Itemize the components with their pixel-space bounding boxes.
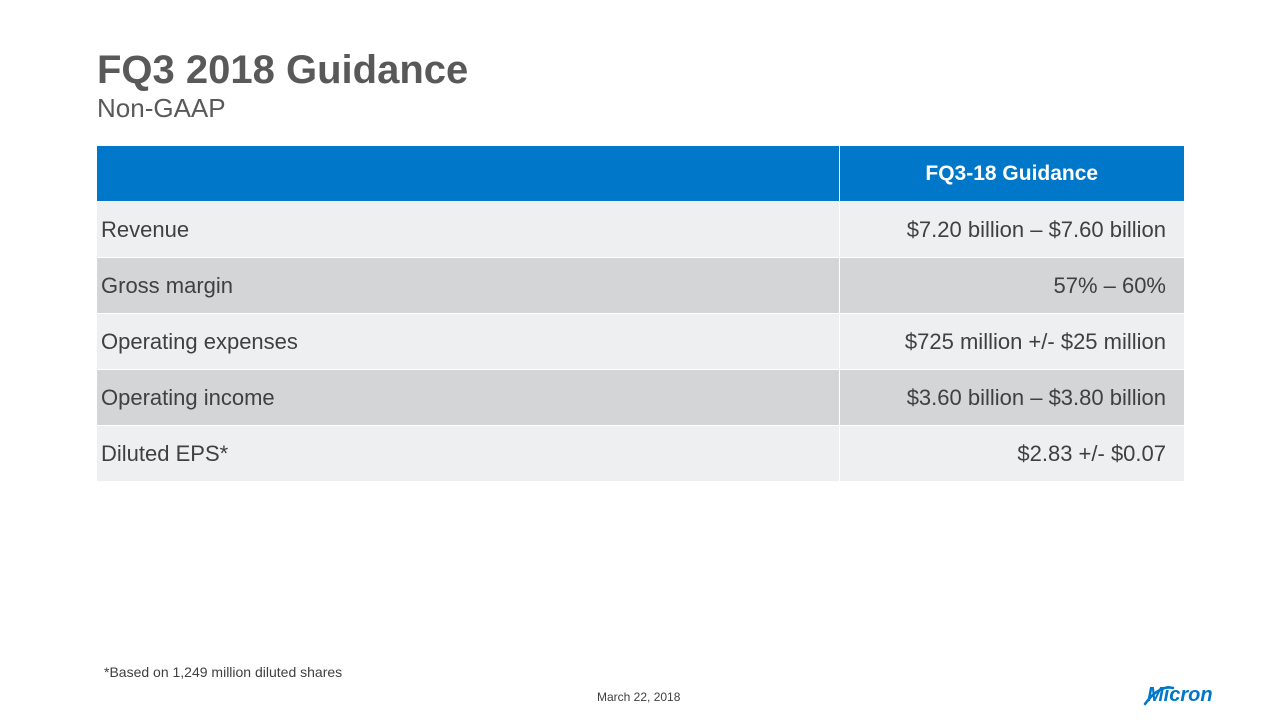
table-header-row: FQ3-18 Guidance bbox=[97, 146, 1184, 202]
row-label: Gross margin bbox=[97, 257, 840, 314]
guidance-table: FQ3-18 Guidance Revenue $7.20 billion – … bbox=[97, 146, 1184, 482]
logo-text: Micron bbox=[1147, 684, 1213, 706]
slide-subtitle: Non-GAAP bbox=[97, 93, 226, 123]
row-label: Operating expenses bbox=[97, 313, 840, 370]
slide-date: March 22, 2018 bbox=[597, 690, 681, 704]
slide-title: FQ3 2018 Guidance bbox=[97, 48, 469, 92]
table-row-diluted-eps: Diluted EPS* $2.83 +/- $0.07 bbox=[97, 425, 1184, 482]
footnote: *Based on 1,249 million diluted shares bbox=[104, 664, 343, 680]
table-header-empty bbox=[97, 146, 840, 202]
row-label: Revenue bbox=[97, 201, 840, 258]
table-row-operating-income: Operating income $3.60 billion – $3.80 b… bbox=[97, 369, 1184, 426]
row-value: $2.83 +/- $0.07 bbox=[839, 425, 1184, 482]
row-value: $3.60 billion – $3.80 billion bbox=[839, 369, 1184, 426]
logo-swoosh-icon bbox=[1143, 686, 1175, 706]
row-label: Diluted EPS* bbox=[97, 425, 840, 482]
row-value: $725 million +/- $25 million bbox=[839, 313, 1184, 370]
row-value: 57% – 60% bbox=[839, 257, 1184, 314]
table-row-revenue: Revenue $7.20 billion – $7.60 billion bbox=[97, 201, 1184, 258]
table-row-operating-expenses: Operating expenses $725 million +/- $25 … bbox=[97, 313, 1184, 370]
table-row-gross-margin: Gross margin 57% – 60% bbox=[97, 257, 1184, 314]
row-value: $7.20 billion – $7.60 billion bbox=[839, 201, 1184, 258]
row-label: Operating income bbox=[97, 369, 840, 426]
micron-logo: Micron bbox=[1143, 684, 1213, 706]
table-header-guidance: FQ3-18 Guidance bbox=[839, 146, 1184, 202]
